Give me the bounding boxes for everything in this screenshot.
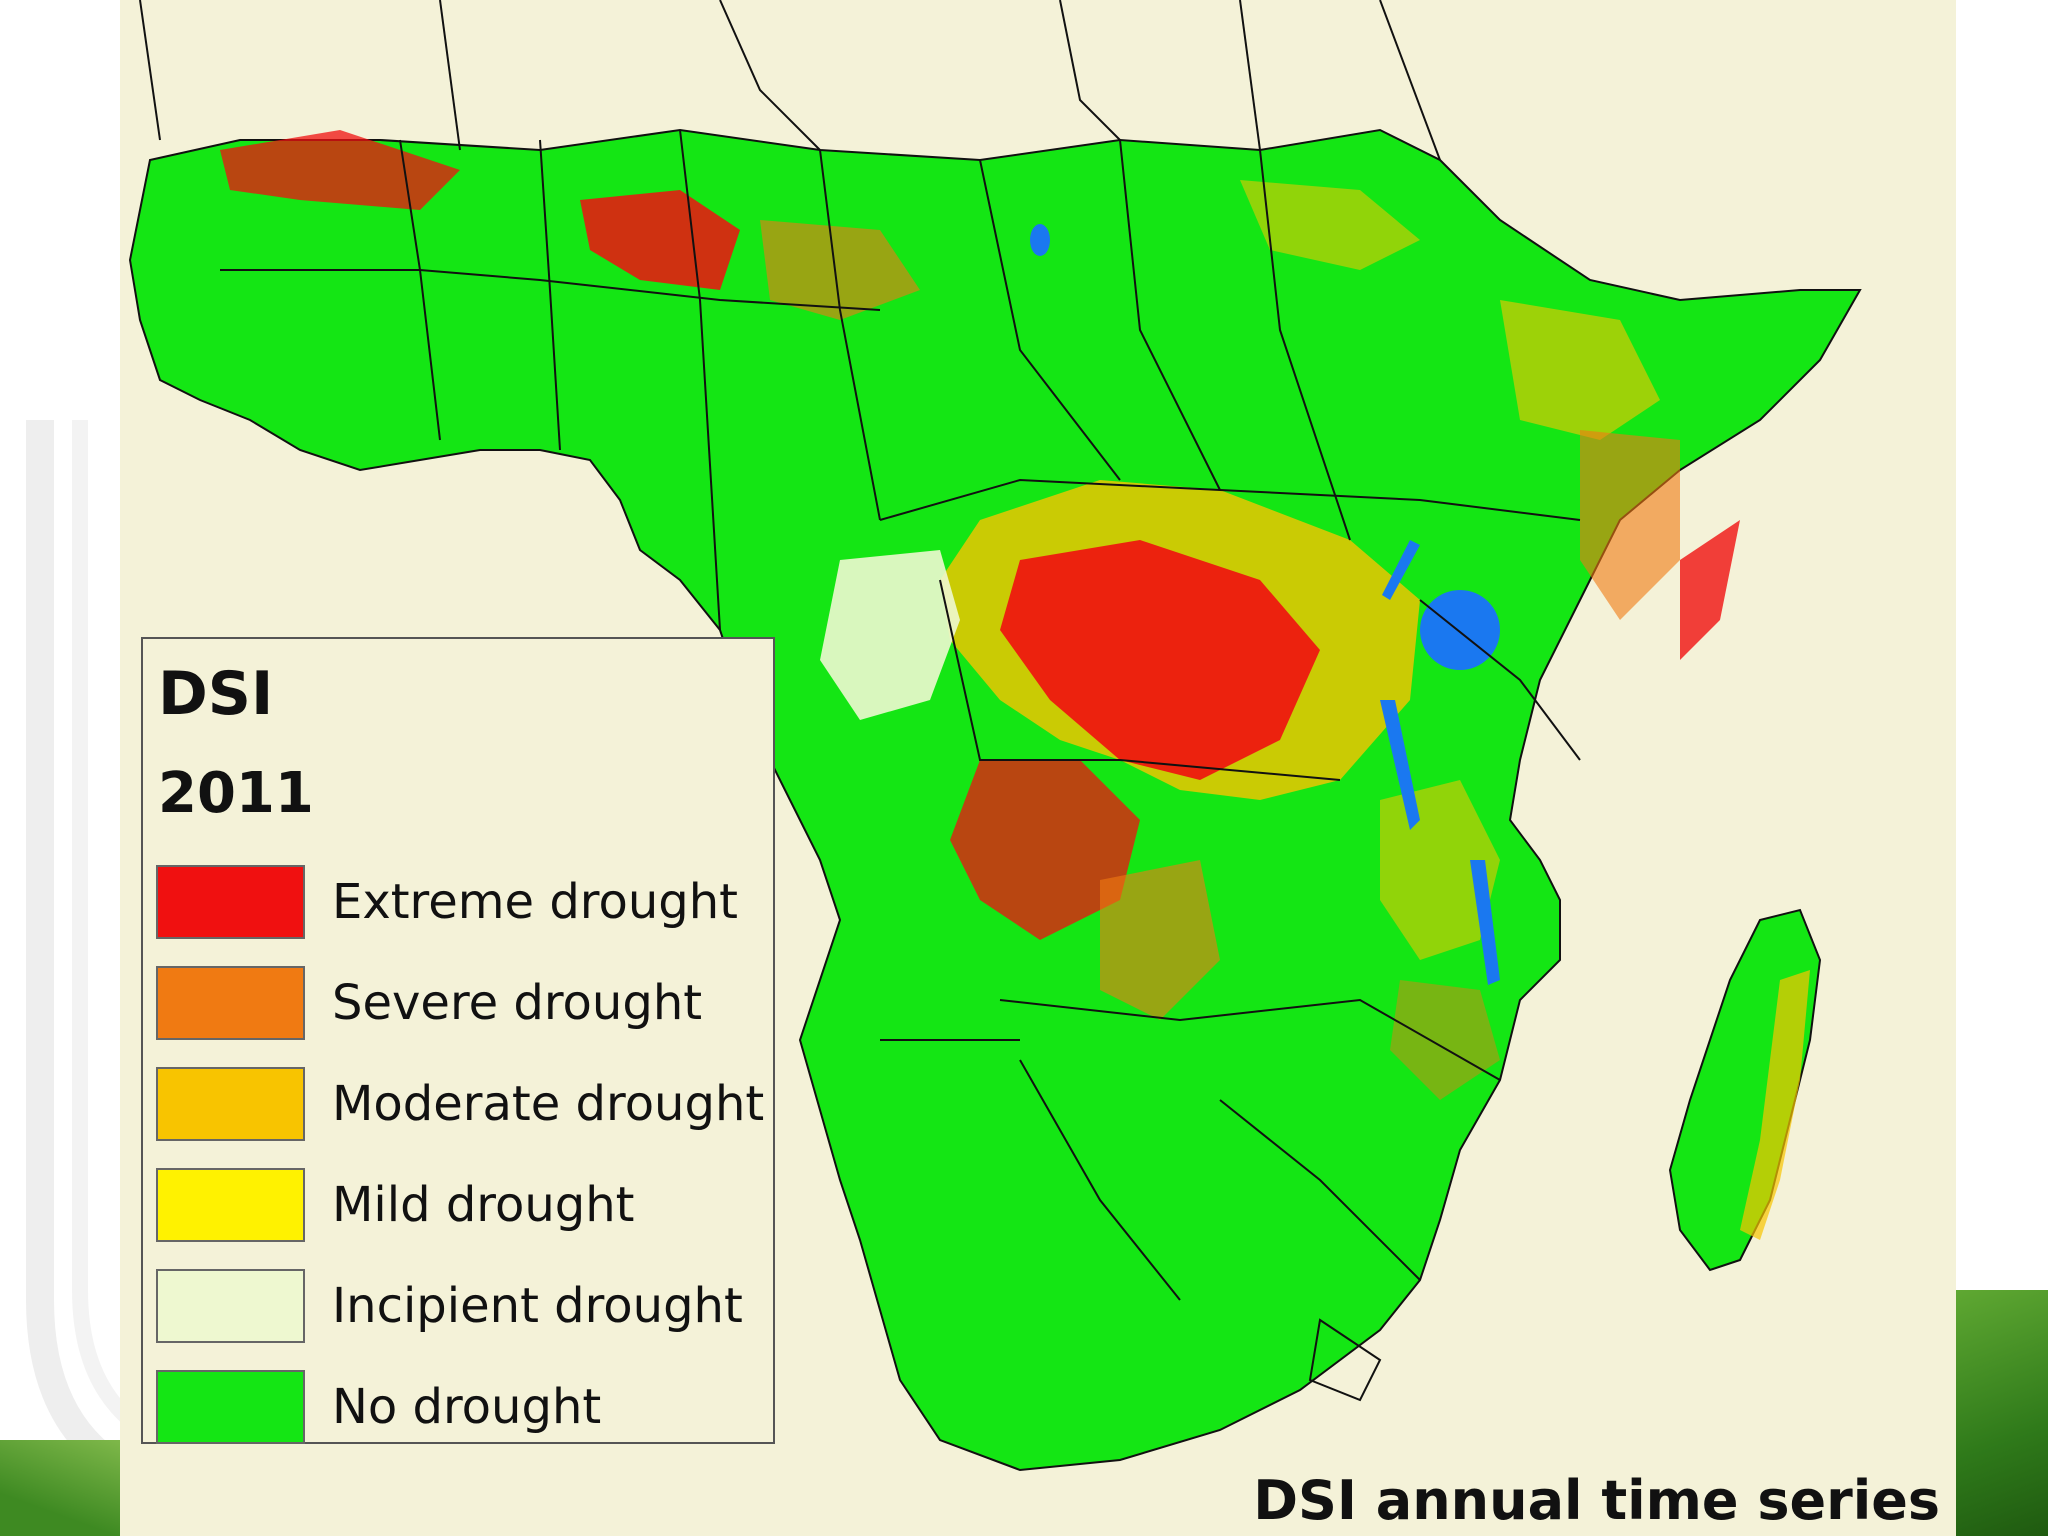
legend-item-mild: Mild drought	[156, 1154, 764, 1255]
legend-label: Severe drought	[332, 974, 703, 1031]
legend-label: No drought	[332, 1378, 602, 1435]
legend-label: Moderate drought	[332, 1075, 765, 1132]
legend-item-severe: Severe drought	[156, 952, 764, 1053]
decor-green-corner	[1956, 1290, 2048, 1536]
caption: DSI annual time series	[1253, 1469, 1940, 1532]
africa-map	[128, 0, 1862, 1472]
lake-victoria	[1420, 590, 1500, 670]
legend-swatch	[156, 1268, 305, 1343]
map-legend: DSI 2011 Extreme drought Severe drought …	[141, 637, 775, 1444]
legend-swatch	[156, 1066, 305, 1141]
legend-label: Incipient drought	[332, 1277, 743, 1334]
lake-malawi	[1470, 860, 1500, 985]
legend-label: Mild drought	[332, 1176, 635, 1233]
lake-tanganyika	[1380, 700, 1420, 830]
legend-item-extreme: Extreme drought	[156, 851, 764, 952]
legend-item-incipient: Incipient drought	[156, 1255, 764, 1356]
legend-year: 2011	[158, 761, 314, 826]
legend-item-none: No drought	[156, 1356, 764, 1457]
legend-item-moderate: Moderate drought	[156, 1053, 764, 1154]
legend-swatch	[156, 965, 305, 1040]
legend-swatch	[156, 1369, 305, 1444]
country-borders	[220, 129, 1581, 1402]
legend-swatch	[156, 864, 305, 939]
decor-green-left	[0, 1440, 122, 1536]
legend-swatch	[156, 1167, 305, 1242]
legend-items: Extreme drought Severe drought Moderate …	[156, 851, 764, 1457]
legend-label: Extreme drought	[332, 873, 738, 930]
legend-title: DSI	[158, 659, 274, 729]
